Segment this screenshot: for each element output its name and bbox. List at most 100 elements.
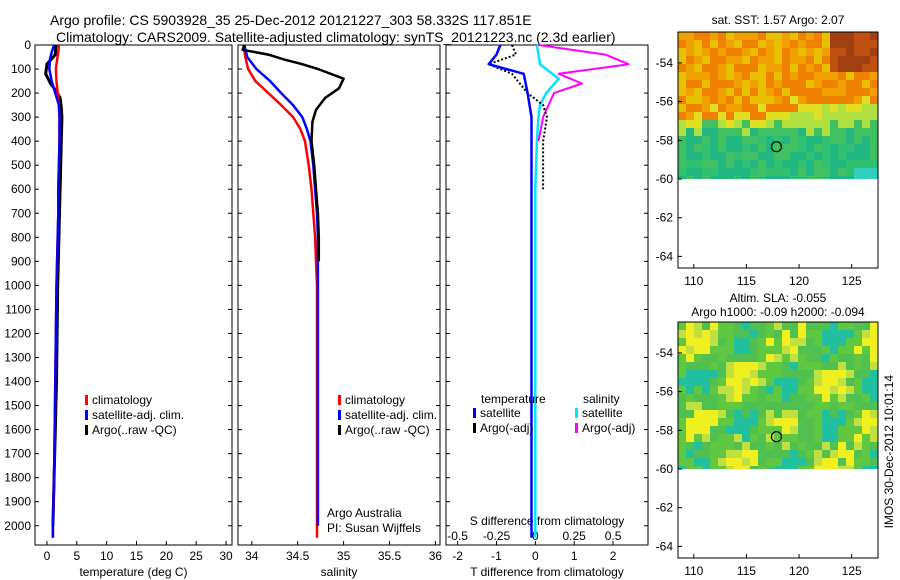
map-cell — [702, 426, 710, 434]
map-cell — [838, 128, 846, 136]
map-cell — [822, 56, 830, 64]
map-cell — [742, 64, 750, 72]
map-cell — [734, 362, 742, 370]
map-cell — [726, 88, 734, 96]
map-cell — [766, 128, 774, 136]
map-cell — [838, 40, 846, 48]
map-cell — [702, 32, 710, 40]
map-cell — [854, 378, 862, 386]
map-cell — [710, 346, 718, 354]
map-cell — [782, 402, 790, 410]
map-cell — [750, 426, 758, 434]
map-cell — [702, 442, 710, 450]
map-cell — [742, 120, 750, 128]
map-cell — [718, 322, 726, 330]
map-cell — [742, 104, 750, 112]
map-cell — [798, 48, 806, 56]
map-cell — [790, 362, 798, 370]
map-cell — [702, 386, 710, 394]
map-cell — [718, 168, 726, 176]
map-cell — [694, 152, 702, 160]
map-cell — [766, 136, 774, 144]
map-cell — [854, 88, 862, 96]
map-cell — [742, 354, 750, 362]
map-cell — [678, 40, 686, 48]
map-cell — [822, 346, 830, 354]
map-cell — [774, 418, 782, 426]
map-cell — [718, 160, 726, 168]
salinity-legend-swatch — [338, 410, 341, 420]
map-cell — [806, 330, 814, 338]
map-cell — [862, 458, 870, 466]
map-cell — [774, 64, 782, 72]
map-cell — [750, 378, 758, 386]
map-cell — [686, 378, 694, 386]
map-cell — [766, 354, 774, 362]
map-cell — [790, 120, 798, 128]
map-cell — [846, 426, 854, 434]
temperature-xtick-label: 0 — [44, 549, 51, 563]
map-cell — [854, 120, 862, 128]
map-cell — [806, 64, 814, 72]
depth-tick-label: 500 — [11, 158, 31, 172]
map-cell — [790, 64, 798, 72]
map-cell — [702, 160, 710, 168]
map-cell — [718, 112, 726, 120]
sla-map-title: Altim. SLA: -0.055 — [730, 291, 827, 305]
map-cell — [798, 120, 806, 128]
map-cell — [686, 96, 694, 104]
map-cell — [718, 466, 726, 470]
map-cell — [750, 362, 758, 370]
map-cell — [750, 176, 758, 180]
sla-map-xtick-label: 120 — [789, 564, 809, 578]
map-cell — [838, 152, 846, 160]
map-cell — [710, 426, 718, 434]
map-cell — [694, 330, 702, 338]
map-cell — [806, 434, 814, 442]
map-cell — [814, 64, 822, 72]
map-cell — [686, 32, 694, 40]
map-cell — [838, 418, 846, 426]
map-cell — [814, 402, 822, 410]
map-cell — [774, 426, 782, 434]
map-cell — [862, 176, 870, 180]
map-cell — [750, 394, 758, 402]
map-cell — [766, 458, 774, 466]
map-cell — [806, 80, 814, 88]
map-cell — [710, 72, 718, 80]
map-cell — [678, 120, 686, 128]
map-cell — [702, 168, 710, 176]
map-cell — [862, 112, 870, 120]
map-cell — [710, 112, 718, 120]
map-cell — [862, 120, 870, 128]
map-cell — [742, 160, 750, 168]
map-cell — [782, 394, 790, 402]
difference-xtick-label: 1 — [571, 549, 578, 563]
sla-map-field — [678, 322, 878, 470]
map-cell — [838, 160, 846, 168]
map-cell — [838, 378, 846, 386]
map-cell — [726, 144, 734, 152]
map-cell — [742, 40, 750, 48]
map-cell — [686, 322, 694, 330]
map-cell — [726, 330, 734, 338]
map-cell — [710, 362, 718, 370]
map-cell — [838, 466, 846, 470]
map-cell — [734, 386, 742, 394]
map-cell — [774, 434, 782, 442]
map-cell — [854, 362, 862, 370]
map-cell — [846, 56, 854, 64]
map-cell — [726, 128, 734, 136]
map-cell — [814, 80, 822, 88]
map-cell — [718, 176, 726, 180]
map-cell — [838, 80, 846, 88]
map-cell — [814, 48, 822, 56]
map-cell — [846, 176, 854, 180]
map-cell — [686, 394, 694, 402]
map-cell — [702, 434, 710, 442]
difference-s-tick-label: -0.5 — [447, 529, 468, 543]
map-cell — [822, 88, 830, 96]
map-cell — [870, 136, 878, 144]
map-cell — [806, 168, 814, 176]
map-cell — [830, 394, 838, 402]
